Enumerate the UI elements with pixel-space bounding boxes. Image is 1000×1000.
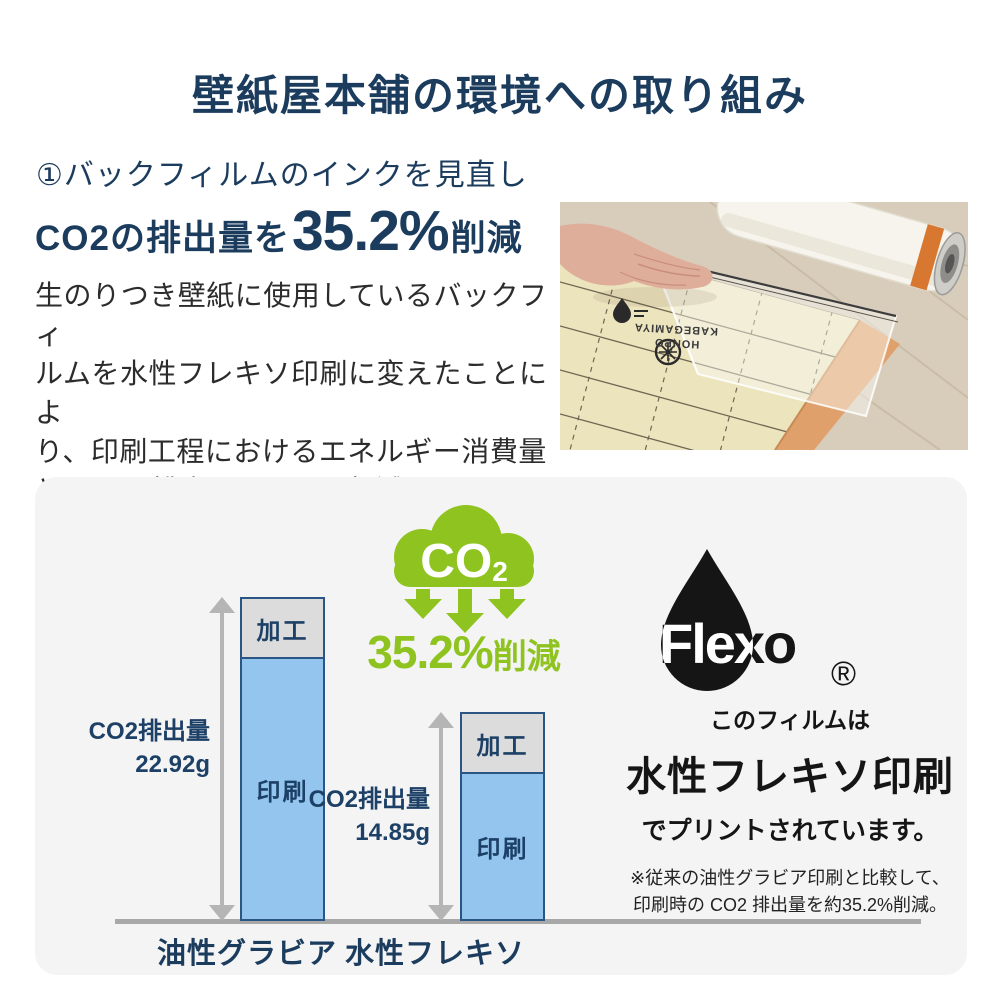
intro-paragraph: 生のりつき壁紙に使用しているバックフィ ルムを水性フレキソ印刷に変えたことによ … — [35, 280, 548, 506]
photo-wallpaper-roll — [716, 202, 966, 296]
segment-label: 加工 — [256, 617, 309, 645]
down-arrow-icon — [404, 589, 442, 619]
category-water-flexo: 水性フレキソ — [344, 938, 525, 970]
film-line2: 水性フレキソ印刷 — [626, 755, 954, 799]
reduction-value: 35.2% — [367, 626, 493, 678]
co2-reduction-headline: CO2の排出量を 35.2% 削減 — [35, 198, 523, 264]
co2-cloud-graphic: CO2 — [378, 501, 548, 633]
film-note2: 印刷時の CO2 排出量を約35.2%削減。 — [632, 895, 948, 915]
cloud-co2-text: CO2 — [420, 535, 508, 588]
segment-label: 加工 — [476, 732, 529, 760]
bar-oil-gravure: 加工 印刷 — [240, 597, 325, 921]
photo-film-stamp — [654, 338, 682, 366]
down-arrow-icon — [446, 589, 484, 633]
bar-segment-printing: 印刷 — [462, 774, 543, 919]
photo-wallpaper-sheet — [560, 238, 860, 450]
film-description: このフィルムは 水性フレキソ印刷 でプリントされています。 ※従来の油性グラビア… — [555, 701, 1000, 919]
photo-film-print-text2: HONPO — [654, 336, 700, 350]
photo-film-print-text1: KABEGAMIYA — [634, 321, 719, 337]
left-measure-arrow — [209, 597, 235, 921]
total-caption: CO2排出量 — [308, 786, 430, 813]
flexo-wordmark-overlay: Flexo — [659, 612, 796, 675]
reduction-callout: 35.2% 削減 — [344, 625, 584, 679]
headline-prefix: CO2の排出量を — [35, 219, 290, 258]
right-measure-arrow — [428, 712, 454, 921]
reduction-suffix: 削減 — [492, 638, 561, 676]
page-title: 壁紙屋本舗の環境への取り組み — [191, 72, 808, 119]
photo-back-film: KABEGAMIYA HONPO — [634, 256, 899, 418]
comparison-panel: 加工 印刷 CO2排出量 22.92g 油性グラビア 加工 印刷 CO2排出量 … — [35, 477, 967, 975]
film-line1: このフィルムは — [709, 707, 871, 733]
co2-cloud-icon — [394, 505, 534, 633]
photo-hand — [560, 223, 717, 307]
bar-water-flexo: 加工 印刷 — [460, 712, 545, 921]
headline-value: 35.2% — [291, 199, 450, 263]
flexo-wordmark: Flexo — [659, 612, 796, 675]
total-value: 22.92g — [135, 751, 210, 778]
film-line3: でプリントされています。 — [641, 817, 939, 845]
step-heading: ①バックフィルムのインクを見直し — [36, 159, 528, 192]
registered-mark: ® — [831, 655, 856, 693]
chart-baseline — [115, 919, 921, 924]
flexo-logo: Flexo Flexo ® — [623, 545, 891, 697]
flexo-droplet-icon — [661, 549, 753, 691]
segment-label: 印刷 — [476, 836, 529, 863]
total-caption: CO2排出量 — [88, 718, 210, 745]
right-total-label: CO2排出量 14.85g — [280, 783, 430, 849]
headline-suffix: 削減 — [450, 219, 523, 258]
total-value: 14.85g — [355, 819, 430, 846]
photo-droplet-print — [613, 298, 631, 323]
product-photo: KABEGAMIYA HONPO — [560, 202, 968, 450]
left-total-label: CO2排出量 22.92g — [60, 715, 210, 781]
photo-orange-edge — [775, 320, 900, 450]
bar-segment-printing: 印刷 — [242, 659, 323, 919]
category-oil-gravure: 油性グラビア — [156, 938, 337, 970]
bar-segment-processing: 加工 — [462, 714, 543, 774]
segment-label: 印刷 — [256, 778, 309, 806]
down-arrow-icon — [488, 589, 526, 619]
film-note1: ※従来の油性グラビア印刷と比較して、 — [630, 868, 950, 888]
bar-segment-processing: 加工 — [242, 599, 323, 659]
